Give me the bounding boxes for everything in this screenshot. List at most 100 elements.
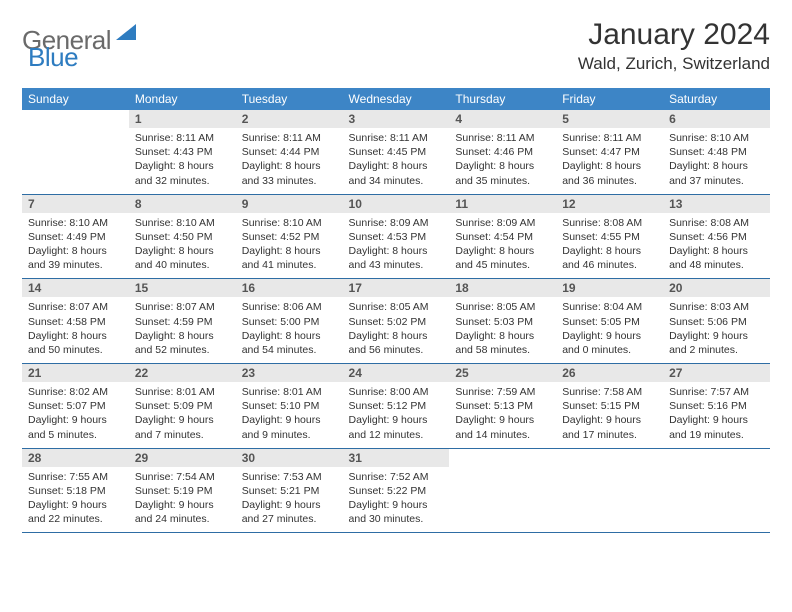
title-block: January 2024 Wald, Zurich, Switzerland <box>578 18 770 74</box>
day-details: Sunrise: 7:55 AMSunset: 5:18 PMDaylight:… <box>22 467 129 533</box>
day-details: Sunrise: 8:11 AMSunset: 4:44 PMDaylight:… <box>236 128 343 194</box>
calendar-cell: 20Sunrise: 8:03 AMSunset: 5:06 PMDayligh… <box>663 279 770 364</box>
day-number: 28 <box>22 449 129 467</box>
day-details: Sunrise: 8:07 AMSunset: 4:59 PMDaylight:… <box>129 297 236 363</box>
day-number: 24 <box>343 364 450 382</box>
weekday-header: Saturday <box>663 88 770 110</box>
day-details: Sunrise: 8:02 AMSunset: 5:07 PMDaylight:… <box>22 382 129 448</box>
brand-word-2-wrap: Blue <box>28 42 78 73</box>
day-number: 3 <box>343 110 450 128</box>
day-details: Sunrise: 8:10 AMSunset: 4:48 PMDaylight:… <box>663 128 770 194</box>
day-details: Sunrise: 8:10 AMSunset: 4:52 PMDaylight:… <box>236 213 343 279</box>
calendar-cell: 2Sunrise: 8:11 AMSunset: 4:44 PMDaylight… <box>236 110 343 194</box>
day-number: 23 <box>236 364 343 382</box>
day-details: Sunrise: 8:11 AMSunset: 4:45 PMDaylight:… <box>343 128 450 194</box>
day-details: Sunrise: 8:08 AMSunset: 4:55 PMDaylight:… <box>556 213 663 279</box>
day-number: 5 <box>556 110 663 128</box>
calendar-cell: 23Sunrise: 8:01 AMSunset: 5:10 PMDayligh… <box>236 364 343 449</box>
day-details: Sunrise: 8:10 AMSunset: 4:49 PMDaylight:… <box>22 213 129 279</box>
day-details: Sunrise: 8:11 AMSunset: 4:43 PMDaylight:… <box>129 128 236 194</box>
day-details: Sunrise: 7:54 AMSunset: 5:19 PMDaylight:… <box>129 467 236 533</box>
day-number: 19 <box>556 279 663 297</box>
day-number: 16 <box>236 279 343 297</box>
brand-word-2: Blue <box>28 42 78 72</box>
calendar-cell: 14Sunrise: 8:07 AMSunset: 4:58 PMDayligh… <box>22 279 129 364</box>
day-details: Sunrise: 8:07 AMSunset: 4:58 PMDaylight:… <box>22 297 129 363</box>
weekday-header: Tuesday <box>236 88 343 110</box>
location-text: Wald, Zurich, Switzerland <box>578 54 770 74</box>
calendar-row: 21Sunrise: 8:02 AMSunset: 5:07 PMDayligh… <box>22 364 770 449</box>
day-number: 8 <box>129 195 236 213</box>
calendar-cell: . <box>22 110 129 194</box>
day-number: 4 <box>449 110 556 128</box>
day-number: 1 <box>129 110 236 128</box>
calendar-cell: 3Sunrise: 8:11 AMSunset: 4:45 PMDaylight… <box>343 110 450 194</box>
day-details: Sunrise: 8:05 AMSunset: 5:03 PMDaylight:… <box>449 297 556 363</box>
header: General January 2024 Wald, Zurich, Switz… <box>22 18 770 74</box>
day-number: 12 <box>556 195 663 213</box>
day-details: Sunrise: 8:09 AMSunset: 4:54 PMDaylight:… <box>449 213 556 279</box>
calendar-cell: 18Sunrise: 8:05 AMSunset: 5:03 PMDayligh… <box>449 279 556 364</box>
calendar-cell: 27Sunrise: 7:57 AMSunset: 5:16 PMDayligh… <box>663 364 770 449</box>
calendar-cell: 16Sunrise: 8:06 AMSunset: 5:00 PMDayligh… <box>236 279 343 364</box>
calendar-header-row: SundayMondayTuesdayWednesdayThursdayFrid… <box>22 88 770 110</box>
calendar-row: .1Sunrise: 8:11 AMSunset: 4:43 PMDayligh… <box>22 110 770 194</box>
day-details: Sunrise: 7:59 AMSunset: 5:13 PMDaylight:… <box>449 382 556 448</box>
weekday-header: Wednesday <box>343 88 450 110</box>
day-number: 13 <box>663 195 770 213</box>
day-details: Sunrise: 8:01 AMSunset: 5:10 PMDaylight:… <box>236 382 343 448</box>
day-details: Sunrise: 8:03 AMSunset: 5:06 PMDaylight:… <box>663 297 770 363</box>
day-details: Sunrise: 7:52 AMSunset: 5:22 PMDaylight:… <box>343 467 450 533</box>
day-number: 10 <box>343 195 450 213</box>
day-number: 17 <box>343 279 450 297</box>
day-details: Sunrise: 8:05 AMSunset: 5:02 PMDaylight:… <box>343 297 450 363</box>
day-number: 18 <box>449 279 556 297</box>
day-details: Sunrise: 8:01 AMSunset: 5:09 PMDaylight:… <box>129 382 236 448</box>
calendar-cell: 24Sunrise: 8:00 AMSunset: 5:12 PMDayligh… <box>343 364 450 449</box>
calendar-row: 28Sunrise: 7:55 AMSunset: 5:18 PMDayligh… <box>22 448 770 533</box>
day-number: 2 <box>236 110 343 128</box>
day-number: 6 <box>663 110 770 128</box>
day-number: 30 <box>236 449 343 467</box>
day-number: 21 <box>22 364 129 382</box>
day-details: Sunrise: 7:53 AMSunset: 5:21 PMDaylight:… <box>236 467 343 533</box>
calendar-cell: 21Sunrise: 8:02 AMSunset: 5:07 PMDayligh… <box>22 364 129 449</box>
month-title: January 2024 <box>578 18 770 52</box>
calendar-cell: . <box>449 448 556 533</box>
calendar-cell: 1Sunrise: 8:11 AMSunset: 4:43 PMDaylight… <box>129 110 236 194</box>
day-details: Sunrise: 8:09 AMSunset: 4:53 PMDaylight:… <box>343 213 450 279</box>
calendar-cell: . <box>663 448 770 533</box>
calendar-cell: 31Sunrise: 7:52 AMSunset: 5:22 PMDayligh… <box>343 448 450 533</box>
calendar-cell: 10Sunrise: 8:09 AMSunset: 4:53 PMDayligh… <box>343 194 450 279</box>
day-number: 27 <box>663 364 770 382</box>
calendar-cell: 29Sunrise: 7:54 AMSunset: 5:19 PMDayligh… <box>129 448 236 533</box>
calendar-cell: 22Sunrise: 8:01 AMSunset: 5:09 PMDayligh… <box>129 364 236 449</box>
calendar-table: SundayMondayTuesdayWednesdayThursdayFrid… <box>22 88 770 533</box>
calendar-cell: 13Sunrise: 8:08 AMSunset: 4:56 PMDayligh… <box>663 194 770 279</box>
day-number: 15 <box>129 279 236 297</box>
calendar-cell: 12Sunrise: 8:08 AMSunset: 4:55 PMDayligh… <box>556 194 663 279</box>
calendar-cell: 28Sunrise: 7:55 AMSunset: 5:18 PMDayligh… <box>22 448 129 533</box>
weekday-header: Monday <box>129 88 236 110</box>
day-number: 29 <box>129 449 236 467</box>
calendar-cell: 17Sunrise: 8:05 AMSunset: 5:02 PMDayligh… <box>343 279 450 364</box>
calendar-cell: 30Sunrise: 7:53 AMSunset: 5:21 PMDayligh… <box>236 448 343 533</box>
day-details: Sunrise: 8:04 AMSunset: 5:05 PMDaylight:… <box>556 297 663 363</box>
calendar-cell: 5Sunrise: 8:11 AMSunset: 4:47 PMDaylight… <box>556 110 663 194</box>
calendar-cell: 4Sunrise: 8:11 AMSunset: 4:46 PMDaylight… <box>449 110 556 194</box>
day-details: Sunrise: 8:11 AMSunset: 4:47 PMDaylight:… <box>556 128 663 194</box>
calendar-cell: 25Sunrise: 7:59 AMSunset: 5:13 PMDayligh… <box>449 364 556 449</box>
calendar-cell: 19Sunrise: 8:04 AMSunset: 5:05 PMDayligh… <box>556 279 663 364</box>
day-number: 11 <box>449 195 556 213</box>
day-number: 31 <box>343 449 450 467</box>
weekday-header: Thursday <box>449 88 556 110</box>
day-details: Sunrise: 8:10 AMSunset: 4:50 PMDaylight:… <box>129 213 236 279</box>
weekday-header: Sunday <box>22 88 129 110</box>
calendar-cell: 26Sunrise: 7:58 AMSunset: 5:15 PMDayligh… <box>556 364 663 449</box>
calendar-cell: 15Sunrise: 8:07 AMSunset: 4:59 PMDayligh… <box>129 279 236 364</box>
day-details: Sunrise: 8:08 AMSunset: 4:56 PMDaylight:… <box>663 213 770 279</box>
day-number: 25 <box>449 364 556 382</box>
calendar-body: .1Sunrise: 8:11 AMSunset: 4:43 PMDayligh… <box>22 110 770 533</box>
calendar-cell: . <box>556 448 663 533</box>
calendar-cell: 9Sunrise: 8:10 AMSunset: 4:52 PMDaylight… <box>236 194 343 279</box>
